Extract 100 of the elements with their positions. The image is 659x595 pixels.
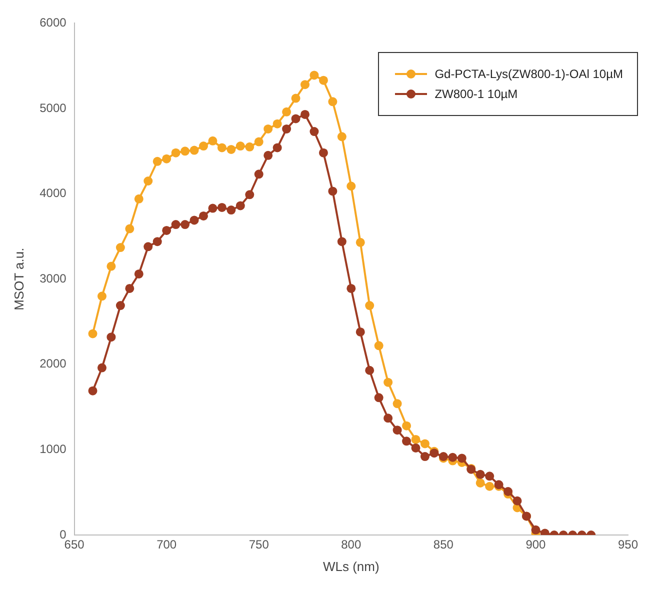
point bbox=[162, 226, 172, 235]
point bbox=[236, 201, 245, 210]
y-tick-label: 1000 bbox=[40, 442, 67, 456]
point bbox=[328, 97, 338, 106]
x-tick-label: 800 bbox=[341, 538, 362, 552]
y-tick-label: 4000 bbox=[40, 186, 67, 200]
point bbox=[264, 150, 273, 160]
point bbox=[125, 224, 134, 234]
point bbox=[125, 284, 134, 293]
point bbox=[88, 386, 98, 396]
point bbox=[144, 176, 153, 186]
y-tick-label: 5000 bbox=[40, 100, 67, 115]
point bbox=[190, 146, 199, 155]
point bbox=[180, 220, 190, 230]
point bbox=[374, 341, 384, 350]
point bbox=[162, 154, 172, 164]
point bbox=[282, 124, 292, 134]
point bbox=[116, 243, 125, 252]
point bbox=[402, 436, 412, 446]
point bbox=[236, 142, 245, 151]
point bbox=[485, 482, 494, 491]
point bbox=[420, 452, 430, 462]
point bbox=[504, 486, 513, 496]
point bbox=[318, 76, 328, 85]
x-tick-label: 700 bbox=[156, 538, 177, 552]
point bbox=[97, 363, 106, 372]
point bbox=[337, 237, 346, 246]
x-tick-label: 950 bbox=[618, 538, 638, 552]
x-tick-label: 650 bbox=[64, 538, 85, 552]
point bbox=[171, 148, 180, 158]
x-axis-title: WLs (nm) bbox=[322, 558, 380, 574]
x-tick-label: 900 bbox=[526, 538, 546, 552]
point bbox=[171, 220, 180, 230]
point bbox=[365, 366, 374, 375]
point bbox=[448, 452, 458, 462]
point bbox=[337, 132, 346, 142]
point bbox=[457, 454, 466, 463]
point bbox=[88, 329, 98, 338]
point bbox=[328, 186, 338, 196]
point bbox=[97, 292, 106, 301]
x-tick-label: 750 bbox=[248, 538, 270, 552]
point bbox=[384, 414, 393, 423]
x-tick-label: 850 bbox=[433, 538, 454, 552]
point bbox=[310, 127, 319, 136]
point bbox=[106, 332, 116, 342]
point bbox=[226, 206, 236, 215]
point bbox=[134, 269, 144, 278]
point bbox=[300, 80, 310, 90]
legend-label: Gd-PCTA-Lys(ZW800-1)-OAl 10µM bbox=[434, 67, 623, 81]
point bbox=[106, 262, 116, 271]
point bbox=[144, 242, 153, 252]
point bbox=[226, 144, 236, 154]
point bbox=[264, 124, 273, 134]
point bbox=[310, 70, 319, 80]
point bbox=[374, 393, 384, 402]
point bbox=[116, 301, 125, 310]
point bbox=[152, 237, 162, 246]
point bbox=[208, 136, 218, 146]
point bbox=[346, 284, 356, 293]
y-tick-label: 2000 bbox=[40, 356, 67, 371]
point bbox=[282, 107, 292, 116]
point bbox=[392, 399, 402, 408]
point bbox=[531, 525, 540, 534]
point bbox=[198, 211, 208, 220]
point bbox=[420, 439, 430, 448]
point bbox=[346, 182, 356, 191]
point bbox=[291, 94, 300, 103]
point bbox=[208, 204, 218, 213]
point bbox=[411, 434, 420, 444]
point bbox=[365, 301, 374, 310]
point bbox=[245, 190, 254, 200]
point bbox=[512, 496, 522, 506]
point bbox=[217, 202, 226, 212]
point bbox=[254, 137, 264, 146]
point bbox=[485, 472, 494, 481]
y-axis-title: MSOT a.u. bbox=[11, 248, 26, 310]
point bbox=[291, 114, 300, 124]
point bbox=[356, 238, 365, 247]
point bbox=[392, 426, 402, 435]
point bbox=[180, 146, 190, 156]
point bbox=[217, 143, 226, 152]
point bbox=[476, 478, 485, 488]
y-tick-label: 6000 bbox=[40, 16, 67, 30]
point bbox=[134, 194, 144, 204]
point bbox=[198, 142, 208, 151]
point bbox=[476, 470, 485, 479]
point bbox=[411, 443, 420, 452]
point bbox=[152, 156, 162, 166]
point bbox=[245, 142, 254, 152]
point bbox=[318, 148, 328, 158]
y-tick-label: 3000 bbox=[40, 271, 67, 286]
y-tick-label: 0 bbox=[60, 527, 67, 542]
legend-label: ZW800-1 10µM bbox=[434, 87, 518, 101]
point bbox=[190, 216, 199, 225]
point bbox=[402, 421, 412, 430]
point bbox=[300, 110, 310, 119]
point bbox=[272, 143, 282, 152]
point bbox=[384, 378, 393, 387]
point bbox=[272, 119, 282, 128]
point bbox=[356, 327, 365, 336]
